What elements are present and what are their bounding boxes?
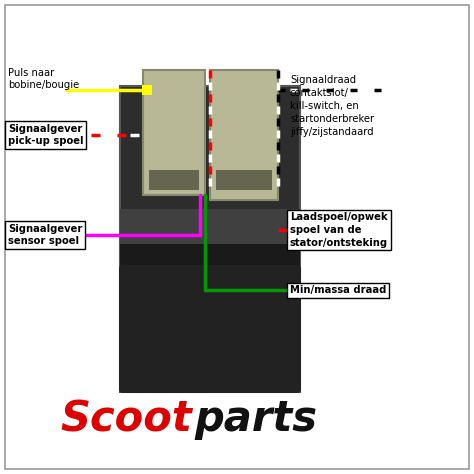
Text: Min/massa draad: Min/massa draad xyxy=(290,285,386,295)
Text: Laadspoel/opwek
spoel van de
stator/ontsteking: Laadspoel/opwek spoel van de stator/onts… xyxy=(290,212,388,248)
Bar xyxy=(149,170,199,190)
Bar xyxy=(120,86,300,392)
Bar xyxy=(120,209,300,244)
Text: parts: parts xyxy=(194,398,317,440)
Text: Signaaldraad
contaktslot/
kill-switch, en
startonderbreker
jiffy/zijstandaard: Signaaldraad contaktslot/ kill-switch, e… xyxy=(290,75,374,137)
Bar xyxy=(210,70,278,200)
Bar xyxy=(142,85,152,95)
FancyBboxPatch shape xyxy=(119,265,301,393)
Text: Scoot: Scoot xyxy=(60,398,192,440)
Text: Puls naar
bobine/bougie: Puls naar bobine/bougie xyxy=(8,68,79,91)
Bar xyxy=(143,70,205,195)
Bar xyxy=(216,170,272,190)
Text: Signaalgever
sensor spoel: Signaalgever sensor spoel xyxy=(8,224,82,246)
Bar xyxy=(120,244,300,392)
Text: Signaalgever
pick-up spoel: Signaalgever pick-up spoel xyxy=(8,124,83,146)
